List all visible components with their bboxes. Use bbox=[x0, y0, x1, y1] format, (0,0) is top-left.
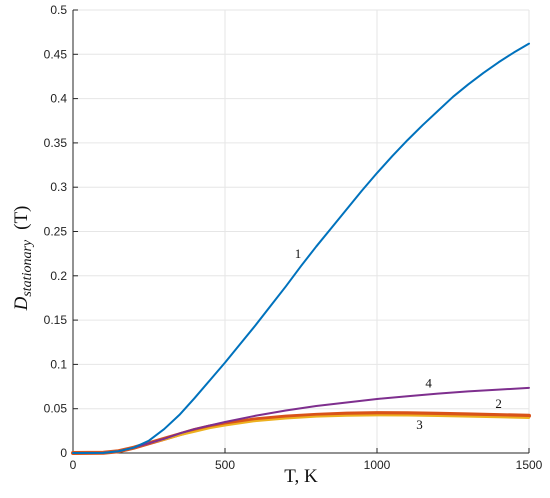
x-tick-label: 1500 bbox=[516, 458, 543, 472]
y-tick-label: 0.35 bbox=[44, 136, 68, 150]
axes bbox=[72, 9, 530, 454]
y-tick-label: 0.2 bbox=[50, 269, 67, 283]
curve-label-2: 2 bbox=[495, 396, 502, 411]
y-tick-label: 0 bbox=[60, 446, 67, 460]
curve-label-1: 1 bbox=[295, 246, 302, 261]
x-tick-label: 1000 bbox=[364, 458, 391, 472]
y-axis-title-paren: (T) bbox=[11, 206, 32, 230]
y-tick-label: 0.3 bbox=[50, 180, 67, 194]
curve-label-3: 3 bbox=[416, 417, 423, 432]
x-tick-label: 0 bbox=[70, 458, 77, 472]
curve-label-4: 4 bbox=[425, 375, 432, 390]
svg-text:Dstationary(T): Dstationary (T) bbox=[11, 206, 35, 312]
curve-labels: 1 2 3 4 bbox=[295, 246, 502, 432]
y-tick-label: 0.45 bbox=[44, 47, 68, 61]
y-tick-label: 0.5 bbox=[50, 3, 67, 17]
y-axis-title: Dstationary (T) bbox=[11, 206, 35, 312]
series-line-1 bbox=[72, 42, 530, 454]
y-tick-label: 0.1 bbox=[50, 357, 67, 371]
series-line-2 bbox=[71, 411, 531, 455]
y-axis-title-main: D bbox=[11, 296, 32, 311]
series-group bbox=[71, 42, 531, 455]
y-tick-label: 0.15 bbox=[44, 313, 68, 327]
x-axis-title: T, K bbox=[284, 466, 318, 487]
y-tick-label: 0.25 bbox=[44, 225, 68, 239]
y-axis-title-sub: stationary bbox=[20, 239, 35, 297]
tick-labels: 0 500 1000 1500 0 0.05 0.1 0.15 0.2 0.25 0.3 0.35 0.… bbox=[44, 3, 543, 472]
x-tick-label: 500 bbox=[215, 458, 235, 472]
grid bbox=[72, 9, 530, 454]
y-tick-label: 0.4 bbox=[50, 92, 67, 106]
y-tick-label: 0.05 bbox=[44, 402, 68, 416]
